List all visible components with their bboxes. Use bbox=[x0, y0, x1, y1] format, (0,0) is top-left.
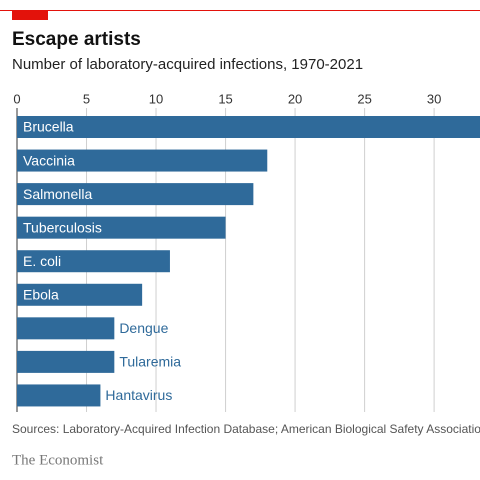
brand: The Economist bbox=[12, 452, 104, 468]
category-label: Dengue bbox=[119, 320, 168, 336]
bar bbox=[17, 283, 143, 306]
x-tick-label: 25 bbox=[357, 91, 371, 106]
x-tick-label: 5 bbox=[83, 91, 90, 106]
bar bbox=[17, 149, 268, 172]
category-label: Vaccinia bbox=[23, 152, 75, 168]
category-label: Brucella bbox=[23, 119, 74, 135]
bar bbox=[17, 250, 170, 273]
bar bbox=[17, 116, 480, 138]
bar bbox=[17, 350, 115, 373]
category-label: Ebola bbox=[23, 286, 59, 302]
bar bbox=[17, 384, 101, 407]
source-note: Sources: Laboratory-Acquired Infection D… bbox=[12, 422, 480, 436]
red-tag bbox=[12, 10, 48, 20]
bar bbox=[17, 317, 115, 340]
category-label: Salmonella bbox=[23, 186, 92, 202]
category-label: E. coli bbox=[23, 253, 61, 269]
x-tick-label: 0 bbox=[13, 91, 20, 106]
x-tick-label: 10 bbox=[149, 91, 163, 106]
bar bbox=[17, 183, 254, 206]
chart-subtitle: Number of laboratory-acquired infections… bbox=[12, 56, 363, 73]
chart-title: Escape artists bbox=[12, 29, 141, 50]
x-tick-label: 15 bbox=[218, 91, 232, 106]
x-tick-label: 30 bbox=[427, 91, 441, 106]
category-label: Tularemia bbox=[119, 354, 181, 370]
x-tick-label: 20 bbox=[288, 91, 302, 106]
category-label: Hantavirus bbox=[105, 387, 172, 403]
bar bbox=[17, 216, 226, 239]
category-label: Tuberculosis bbox=[23, 219, 102, 235]
